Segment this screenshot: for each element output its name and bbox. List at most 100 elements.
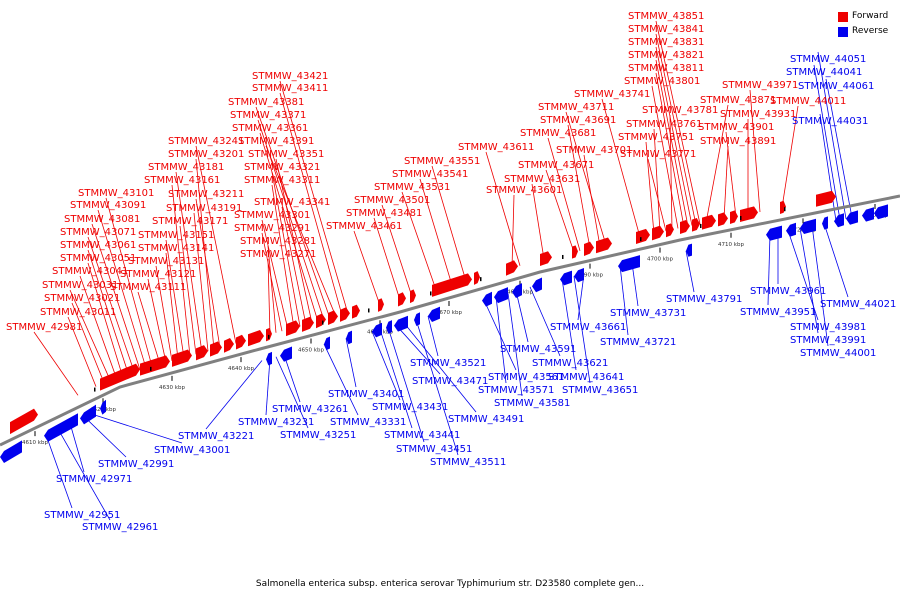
label-connector xyxy=(275,158,313,324)
reverse-gene-feature xyxy=(394,315,408,332)
gene-label: STMMW_43141 xyxy=(138,243,214,254)
label-connector xyxy=(619,265,629,336)
label-connector xyxy=(79,275,117,378)
legend-forward-label: Forward xyxy=(852,11,889,21)
forward-gene-feature xyxy=(224,338,234,353)
feature-marker xyxy=(640,237,642,242)
gene-label: STMMW_43891 xyxy=(700,136,776,147)
label-connector xyxy=(583,154,601,247)
label-connector xyxy=(379,329,413,429)
label-connector xyxy=(371,331,401,401)
gene-label: STMMW_43831 xyxy=(628,37,704,48)
label-connector xyxy=(97,209,147,369)
label-connector xyxy=(507,293,523,397)
forward-gene-feature xyxy=(666,223,674,238)
gene-label: STMMW_43091 xyxy=(70,200,146,211)
gene-labels: STMMW_42981STMMW_43011STMMW_43021STMMW_4… xyxy=(6,11,896,533)
gene-label: STMMW_43791 xyxy=(666,294,742,305)
gene-label: STMMW_43321 xyxy=(244,162,320,173)
gene-label: STMMW_43451 xyxy=(396,444,472,455)
reverse-gene-feature xyxy=(280,346,292,362)
forward-gene-feature xyxy=(816,190,836,207)
reverse-gene-feature xyxy=(766,225,782,241)
gene-label: STMMW_43071 xyxy=(60,227,136,238)
label-connector xyxy=(195,145,237,344)
scale-tick-label: 4640 kbp xyxy=(228,366,254,372)
gene-label: STMMW_43901 xyxy=(698,122,774,133)
reverse-gene-feature xyxy=(100,399,106,415)
gene-label: STMMW_42991 xyxy=(98,459,174,470)
gene-label: STMMW_43741 xyxy=(574,89,650,100)
gene-label: STMMW_43171 xyxy=(152,216,228,227)
reverse-gene-feature xyxy=(80,404,96,425)
label-connector xyxy=(655,46,693,226)
feature-marker xyxy=(740,216,742,220)
forward-gene-feature xyxy=(740,206,758,222)
label-connector xyxy=(175,171,203,353)
reverse-gene-feature xyxy=(800,218,816,234)
reverse-gene-feature xyxy=(574,267,584,283)
label-connector xyxy=(87,236,135,372)
label-connector xyxy=(819,113,837,221)
feature-marker xyxy=(700,224,702,228)
gene-label: STMMW_43501 xyxy=(354,195,430,206)
gene-label: STMMW_43571 xyxy=(478,385,554,396)
label-connector xyxy=(87,262,123,375)
gene-label: STMMW_43151 xyxy=(138,230,214,241)
gene-label: STMMW_43491 xyxy=(448,414,524,425)
reverse-gene-feature xyxy=(686,243,692,257)
gene-label: STMMW_42981 xyxy=(6,322,82,333)
forward-gene-feature xyxy=(636,228,650,245)
gene-label: STMMW_42951 xyxy=(44,510,120,521)
gene-label: STMMW_43131 xyxy=(128,256,204,267)
label-connector xyxy=(195,198,221,348)
reverse-gene-feature xyxy=(372,322,382,338)
gene-label: STMMW_43551 xyxy=(404,156,480,167)
gene-label: STMMW_43801 xyxy=(624,76,700,87)
label-connector xyxy=(511,194,515,269)
scale-tick-label: 4730 kbp xyxy=(862,213,888,219)
feature-marker xyxy=(480,277,482,282)
label-connector xyxy=(651,85,679,229)
gene-label: STMMW_43591 xyxy=(500,344,576,355)
label-connector xyxy=(193,212,209,352)
label-connector xyxy=(165,252,179,360)
label-connector xyxy=(483,299,517,371)
label-connector xyxy=(749,89,761,213)
label-connector xyxy=(415,319,459,456)
forward-gene-feature xyxy=(584,241,594,256)
scale-tick-label: 4690 kbp xyxy=(577,273,603,279)
gene-label: STMMW_44051 xyxy=(790,54,866,65)
label-connector xyxy=(419,178,453,286)
gene-label: STMMW_43581 xyxy=(494,398,570,409)
gene-label: STMMW_43221 xyxy=(178,431,254,442)
forward-gene-feature xyxy=(100,363,140,391)
gene-label: STMMW_43371 xyxy=(230,110,306,121)
forward-gene-feature xyxy=(236,334,246,350)
scale-tick-label: 4670 kbp xyxy=(436,310,462,316)
forward-gene-feature xyxy=(410,289,416,304)
gene-label: STMMW_43671 xyxy=(518,160,594,171)
gene-label: STMMW_43121 xyxy=(120,269,196,280)
gene-label: STMMW_43771 xyxy=(620,149,696,160)
gene-label: STMMW_43661 xyxy=(550,322,626,333)
gene-label: STMMW_43311 xyxy=(244,175,320,186)
label-connectors xyxy=(33,20,853,521)
label-connector xyxy=(647,158,667,232)
gene-label: STMMW_43271 xyxy=(240,249,316,260)
gene-label: STMMW_43731 xyxy=(610,308,686,319)
reverse-swatch xyxy=(838,26,848,37)
label-connector xyxy=(205,360,263,430)
reverse-gene-feature xyxy=(532,277,542,293)
gene-label: STMMW_44021 xyxy=(820,299,896,310)
label-connector xyxy=(279,80,349,314)
label-connector xyxy=(283,354,301,403)
gene-label: STMMW_43471 xyxy=(412,376,488,387)
gene-label: STMMW_44031 xyxy=(792,116,868,127)
label-connector xyxy=(105,197,153,367)
gene-label: STMMW_43301 xyxy=(234,210,310,221)
gene-label: STMMW_43041 xyxy=(52,266,128,277)
gene-label: STMMW_43031 xyxy=(42,280,118,291)
gene-label: STMMW_43751 xyxy=(618,132,694,143)
